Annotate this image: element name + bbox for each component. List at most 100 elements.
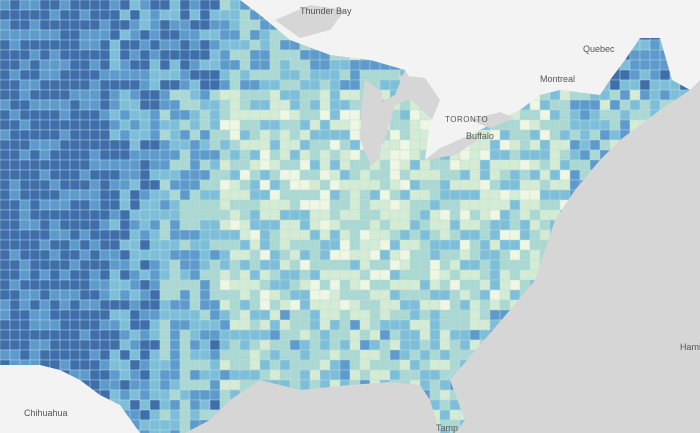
county bbox=[399, 279, 411, 291]
county bbox=[69, 59, 81, 71]
county bbox=[119, 219, 131, 231]
county bbox=[299, 99, 311, 111]
county bbox=[29, 229, 41, 241]
lake-michigan bbox=[360, 80, 382, 166]
county bbox=[119, 379, 131, 391]
county bbox=[149, 169, 161, 181]
county bbox=[499, 179, 511, 191]
county bbox=[529, 99, 541, 111]
county bbox=[139, 409, 151, 421]
county bbox=[449, 199, 461, 211]
county bbox=[519, 259, 531, 271]
county bbox=[89, 39, 101, 51]
county bbox=[319, 179, 331, 191]
county bbox=[329, 109, 341, 121]
county bbox=[249, 169, 261, 181]
county bbox=[279, 239, 291, 251]
county bbox=[69, 219, 81, 231]
county bbox=[159, 249, 171, 261]
county bbox=[39, 219, 51, 231]
county bbox=[269, 39, 281, 51]
county bbox=[269, 189, 281, 201]
county bbox=[339, 259, 351, 271]
county bbox=[369, 189, 381, 201]
county bbox=[319, 329, 331, 341]
county bbox=[69, 279, 81, 291]
county bbox=[169, 289, 181, 301]
county bbox=[419, 209, 431, 221]
county bbox=[289, 299, 301, 311]
county bbox=[419, 369, 431, 381]
county bbox=[279, 279, 291, 291]
county bbox=[219, 309, 231, 321]
county bbox=[479, 259, 491, 271]
county bbox=[439, 389, 451, 401]
county bbox=[239, 79, 251, 91]
county bbox=[169, 119, 181, 131]
county bbox=[129, 369, 141, 381]
county bbox=[559, 89, 571, 101]
county bbox=[449, 249, 461, 261]
county bbox=[389, 279, 401, 291]
county bbox=[219, 379, 231, 391]
county bbox=[159, 209, 171, 221]
county bbox=[19, 109, 31, 121]
county bbox=[559, 169, 571, 181]
county bbox=[309, 49, 321, 61]
county bbox=[39, 209, 51, 221]
county bbox=[39, 309, 51, 321]
county bbox=[249, 339, 261, 351]
county bbox=[0, 39, 11, 51]
county bbox=[389, 119, 401, 131]
county bbox=[79, 239, 91, 251]
county bbox=[219, 109, 231, 121]
county bbox=[69, 89, 81, 101]
county bbox=[379, 69, 391, 81]
county bbox=[299, 349, 311, 361]
county bbox=[589, 129, 601, 141]
county bbox=[159, 309, 171, 321]
county bbox=[299, 309, 311, 321]
county bbox=[89, 199, 101, 211]
county bbox=[189, 29, 201, 41]
county bbox=[139, 329, 151, 341]
county bbox=[659, 69, 671, 81]
county bbox=[39, 169, 51, 181]
county bbox=[209, 229, 221, 241]
county bbox=[139, 279, 151, 291]
county bbox=[209, 149, 221, 161]
county bbox=[349, 89, 361, 101]
county bbox=[279, 109, 291, 121]
county bbox=[429, 319, 441, 331]
county bbox=[129, 299, 141, 311]
county bbox=[329, 349, 341, 361]
county bbox=[249, 99, 261, 111]
county bbox=[289, 149, 301, 161]
county bbox=[59, 329, 71, 341]
county bbox=[509, 249, 521, 261]
county bbox=[69, 99, 81, 111]
county bbox=[239, 89, 251, 101]
county bbox=[249, 239, 261, 251]
county bbox=[209, 19, 221, 31]
county bbox=[429, 309, 441, 321]
county bbox=[269, 79, 281, 91]
county bbox=[379, 219, 391, 231]
county bbox=[59, 269, 71, 281]
county bbox=[309, 59, 321, 71]
county bbox=[9, 49, 21, 61]
county bbox=[499, 249, 511, 261]
county bbox=[379, 369, 391, 381]
county bbox=[619, 69, 631, 81]
county bbox=[439, 269, 451, 281]
county bbox=[349, 139, 361, 151]
county bbox=[519, 269, 531, 281]
county bbox=[459, 259, 471, 271]
county bbox=[379, 289, 391, 301]
county bbox=[159, 69, 171, 81]
county bbox=[129, 349, 141, 361]
county bbox=[199, 49, 211, 61]
county bbox=[449, 179, 461, 191]
county bbox=[59, 29, 71, 41]
county bbox=[649, 79, 661, 91]
